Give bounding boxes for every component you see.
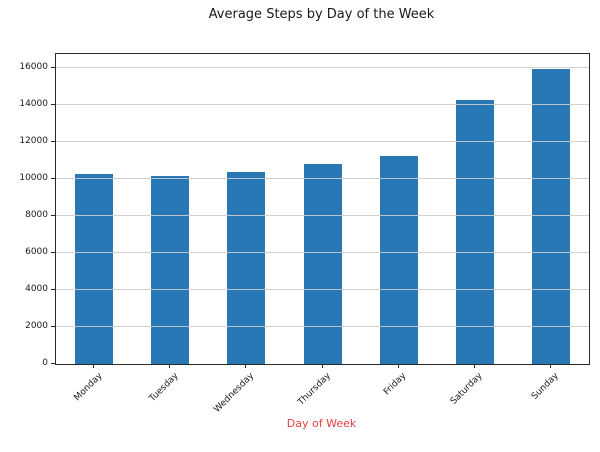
y-tick-mark: [51, 103, 55, 105]
x-tick-label-tuesday: Tuesday: [147, 371, 181, 404]
x-tick-mark: [93, 364, 95, 368]
y-tick-mark: [51, 363, 55, 364]
x-tick-label-saturday: Saturday: [449, 371, 485, 407]
y-tick-mark: [51, 325, 55, 327]
y-tick-label: 6000: [25, 246, 48, 257]
x-tick-label-thursday: Thursday: [295, 371, 333, 408]
bar-friday: [379, 155, 418, 364]
y-tick-label: 12000: [19, 135, 48, 146]
gridline: [56, 67, 589, 69]
gridline: [56, 141, 589, 143]
gridline: [56, 326, 589, 328]
gridline: [56, 215, 589, 217]
y-tick-mark: [51, 177, 55, 179]
y-tick-mark: [51, 66, 55, 68]
y-tick-label: 14000: [19, 98, 48, 109]
x-tick-mark: [169, 364, 171, 368]
plot-area: [55, 53, 590, 365]
y-tick-label: 10000: [19, 172, 48, 183]
y-tick-mark: [51, 140, 55, 142]
x-tick-label-wednesday: Wednesday: [212, 371, 257, 415]
x-tick-label-friday: Friday: [382, 371, 409, 398]
chart-title: Average Steps by Day of the Week: [208, 7, 435, 22]
bar-monday: [75, 174, 114, 364]
x-tick-label-sunday: Sunday: [530, 371, 562, 402]
x-axis-label: Day of Week: [286, 417, 357, 430]
y-tick-mark: [51, 251, 55, 253]
y-tick-mark: [51, 214, 55, 216]
bar-thursday: [303, 164, 342, 364]
x-tick-mark: [397, 364, 399, 368]
y-tick-label: 4000: [25, 283, 48, 294]
x-tick-label-monday: Monday: [71, 371, 105, 404]
bar-tuesday: [151, 176, 190, 364]
x-tick-mark: [549, 364, 551, 368]
bar-wednesday: [227, 171, 266, 364]
y-tick-label: 8000: [25, 209, 48, 220]
y-tick-label: 2000: [25, 320, 48, 331]
gridline: [56, 289, 589, 291]
gridline: [56, 104, 589, 106]
x-tick-mark: [245, 364, 247, 368]
x-tick-mark: [321, 364, 323, 368]
y-tick-label: 16000: [19, 61, 48, 72]
x-tick-mark: [473, 364, 475, 368]
gridline: [56, 252, 589, 254]
y-tick-label: 0: [42, 358, 48, 368]
gridline: [56, 178, 589, 180]
y-tick-mark: [51, 288, 55, 290]
bar-saturday: [455, 100, 494, 364]
